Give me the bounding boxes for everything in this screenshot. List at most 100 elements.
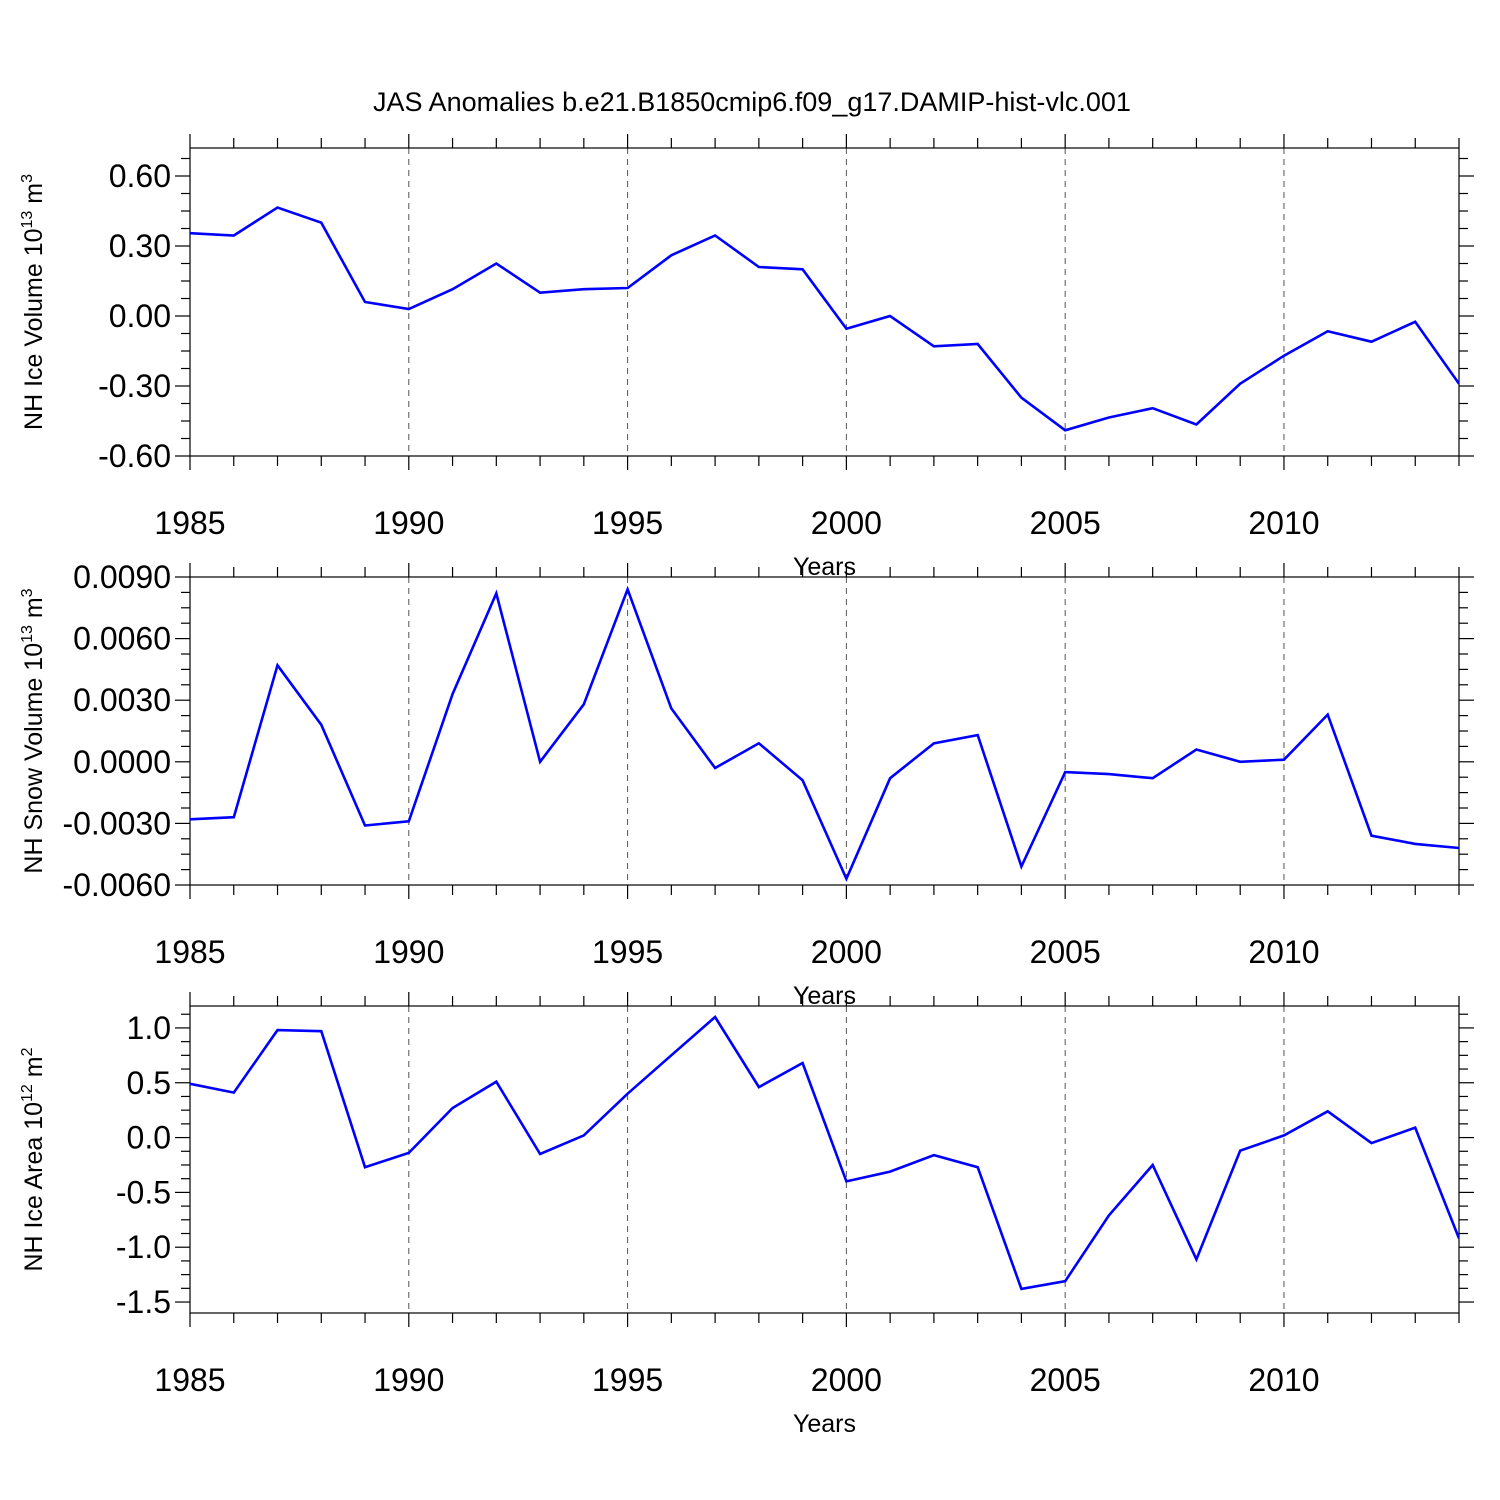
y-axis-title-exponent: 13: [19, 211, 36, 229]
data-point-2002: [932, 741, 936, 745]
data-point-1989: [363, 823, 367, 827]
data-point-2000: [844, 1179, 848, 1183]
data-point-1985: [188, 231, 192, 235]
data-point-1995: [626, 587, 630, 591]
data-point-1996: [669, 253, 673, 257]
data-point-1999: [801, 1061, 805, 1065]
y-tick-label: -0.60: [98, 438, 171, 474]
data-point-2003: [976, 1165, 980, 1169]
y-tick-label: 0.60: [109, 158, 171, 194]
data-point-2001: [888, 1170, 892, 1174]
y-axis-title-main: NH Snow Volume 10: [20, 643, 48, 874]
data-point-1998: [757, 265, 761, 269]
y-axis-title-unit: m: [20, 183, 48, 211]
y-tick-label: 0.0090: [73, 559, 171, 595]
data-point-1996: [669, 1053, 673, 1057]
y-tick-label: -1.0: [116, 1229, 171, 1265]
data-point-2012: [1369, 834, 1373, 838]
series-line: [190, 1015, 1459, 1291]
y-tick-label: 0.0060: [73, 621, 171, 657]
x-tick-label: 2000: [811, 934, 882, 970]
data-point-1999: [801, 267, 805, 271]
x-axis-title: Years: [793, 553, 856, 581]
x-axis-title: Years: [793, 1410, 856, 1438]
data-point-1988: [319, 1029, 323, 1033]
data-point-2007: [1151, 1163, 1155, 1167]
data-point-2008: [1194, 423, 1198, 427]
plot-frame: [189, 147, 1460, 457]
data-point-1999: [801, 778, 805, 782]
data-point-2004: [1019, 1287, 1023, 1291]
data-point-1985: [188, 1082, 192, 1086]
data-point-2003: [976, 342, 980, 346]
y-axis-title-unit-exponent: 3: [19, 588, 36, 597]
y-axis-title-main: NH Ice Area 10: [20, 1102, 48, 1272]
x-tick-label: 1995: [592, 1362, 663, 1398]
y-tick-label: 0.0000: [73, 744, 171, 780]
x-tick-label: 1985: [154, 934, 225, 970]
y-axis-title-exponent: 13: [19, 625, 36, 643]
data-point-2002: [932, 1153, 936, 1157]
data-point-1989: [363, 300, 367, 304]
data-point-1997: [713, 766, 717, 770]
y-tick-label: 0.0: [127, 1120, 171, 1156]
data-point-1991: [451, 287, 455, 291]
y-axis-title: NH Ice Volume 1013 m3: [19, 174, 48, 430]
data-point-2004: [1019, 396, 1023, 400]
data-point-2006: [1107, 416, 1111, 420]
data-point-1996: [669, 706, 673, 710]
y-axis-title-unit-exponent: 3: [19, 174, 36, 183]
data-point-2005: [1063, 1279, 1067, 1283]
data-point-1989: [363, 1165, 367, 1169]
data-point-2011: [1326, 713, 1330, 717]
data-point-1993: [538, 1152, 542, 1156]
data-point-2013: [1413, 842, 1417, 846]
data-point-2007: [1151, 776, 1155, 780]
data-point-2000: [844, 877, 848, 881]
panel-2: -0.0060 -0.0030 0.0000 0.0030 0.0060 0.0090 19…: [19, 559, 1474, 1010]
x-tick-label: 1985: [154, 505, 225, 541]
x-tick-label: 2010: [1248, 1362, 1319, 1398]
x-tick-label: 1990: [373, 505, 444, 541]
data-point-1987: [276, 1028, 280, 1032]
data-point-2010: [1282, 354, 1286, 358]
data-point-1995: [626, 286, 630, 290]
data-point-1997: [713, 234, 717, 238]
x-tick-label: 1990: [373, 934, 444, 970]
data-point-1991: [451, 1106, 455, 1110]
data-point-2006: [1107, 772, 1111, 776]
data-point-1994: [582, 287, 586, 291]
data-point-2011: [1326, 329, 1330, 333]
data-point-2013: [1413, 1126, 1417, 1130]
data-point-1994: [582, 1133, 586, 1137]
x-tick-label: 1995: [592, 934, 663, 970]
data-point-2002: [932, 344, 936, 348]
y-axis-title-unit-exponent: 2: [19, 1047, 36, 1056]
x-tick-label: 2000: [811, 505, 882, 541]
data-point-2012: [1369, 340, 1373, 344]
y-tick-label: -0.0030: [62, 805, 171, 841]
x-tick-label: 2000: [811, 1362, 882, 1398]
data-point-1995: [626, 1092, 630, 1096]
data-point-2014: [1457, 1236, 1461, 1240]
data-point-2009: [1238, 760, 1242, 764]
x-tick-label: 1995: [592, 505, 663, 541]
x-tick-label: 2005: [1030, 934, 1101, 970]
data-point-1997: [713, 1015, 717, 1019]
y-tick-label: -1.5: [116, 1284, 171, 1320]
data-point-2001: [888, 776, 892, 780]
plot-frame: [189, 1005, 1460, 1314]
x-tick-label: 2005: [1030, 505, 1101, 541]
data-point-1992: [494, 591, 498, 595]
x-tick-label: 2010: [1248, 934, 1319, 970]
y-tick-label: -0.30: [98, 368, 171, 404]
data-point-2009: [1238, 1149, 1242, 1153]
y-axis-title: NH Ice Area 1012 m2: [19, 1047, 48, 1271]
data-point-2007: [1151, 406, 1155, 410]
y-tick-label: 0.5: [127, 1065, 171, 1101]
data-point-1994: [582, 702, 586, 706]
y-axis-title-unit: m: [20, 1056, 48, 1084]
data-point-1993: [538, 291, 542, 295]
data-point-1986: [232, 234, 236, 238]
